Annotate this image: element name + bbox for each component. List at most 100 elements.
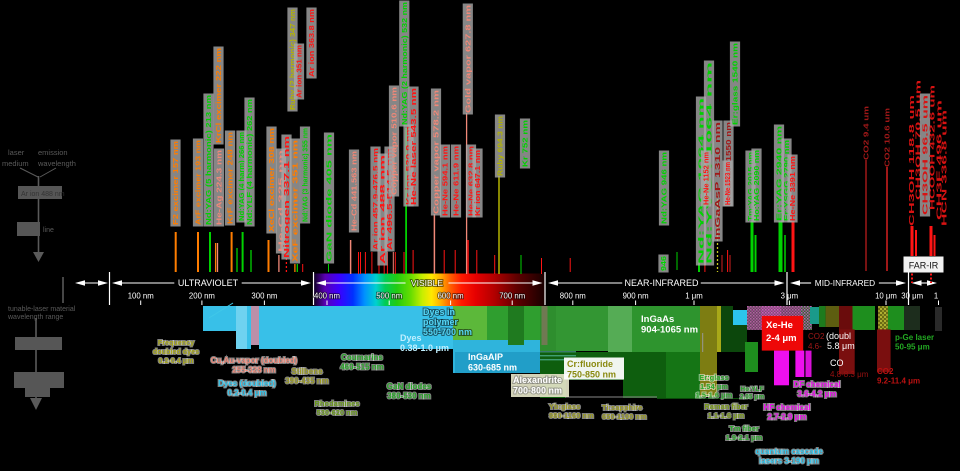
svg-text:He-Ne 611.9 nm: He-Ne 611.9 nm [452,146,461,216]
svg-text:Nd:YAG 946 nm: Nd:YAG 946 nm [660,152,669,224]
svg-text:3 μm: 3 μm [781,291,799,300]
svg-text:wavelength range: wavelength range [7,314,63,321]
svg-text:emission: emission [38,148,68,157]
svg-text:quantum cascade: quantum cascade [755,447,823,456]
svg-text:1: 1 [934,291,938,300]
svg-text:Alexandrite: Alexandrite [513,375,562,385]
svg-text:Frequency: Frequency [158,338,194,347]
svg-text:400 nm: 400 nm [314,291,340,300]
svg-text:390-435 nm: 390-435 nm [285,376,329,385]
svg-text:CO2 9.4 um: CO2 9.4 um [862,106,871,160]
svg-text:1 μm: 1 μm [685,291,703,300]
svg-text:Gold vapor 627.8 nm: Gold vapor 627.8 nm [463,5,472,113]
svg-text:CH3F 496 um: CH3F 496 um [935,99,944,220]
svg-text:2-4 μm: 2-4 μm [766,333,797,344]
svg-text:9.2-11.4 μm: 9.2-11.4 μm [877,377,920,386]
svg-text:Cr:fluoride: Cr:fluoride [567,359,613,369]
svg-text:Er:glass: Er:glass [699,373,729,382]
svg-text:Tm:YAG 2015 nm: Tm:YAG 2015 nm [746,152,755,221]
svg-text:CO: CO [830,358,844,368]
svg-text:Rhodamines: Rhodamines [314,399,359,408]
svg-text:He-Ne 1523 nm: He-Ne 1523 nm [723,162,732,205]
svg-text:CH3OH 70.5 um: CH3OH 70.5 um [914,80,923,200]
svg-text:Coumarins: Coumarins [341,353,383,362]
svg-text:700-800 nm: 700-800 nm [513,386,562,396]
svg-text:Ruby (2 harmonic) 347 nm: Ruby (2 harmonic) 347 nm [288,9,297,110]
svg-text:Ar ion 351 nm: Ar ion 351 nm [295,45,304,98]
svg-text:medium: medium [2,159,29,168]
svg-text:CO2 10.6 um: CO2 10.6 um [883,108,892,167]
svg-text:2.05 μm: 2.05 μm [740,394,764,401]
svg-text:0.38-1.0 μm: 0.38-1.0 μm [400,343,449,353]
svg-text:Nd:YAG (3 harmonic) 355 nm: Nd:YAG (3 harmonic) 355 nm [301,128,310,222]
svg-text:1.9-2.1 μm: 1.9-2.1 μm [726,433,763,442]
svg-text:FAR-IR: FAR-IR [909,261,939,271]
svg-text:DF chemical: DF chemical [793,380,840,389]
svg-text:200 nm: 200 nm [189,291,215,300]
svg-text:Nd:YAG (2 harmonic) 532 nm: Nd:YAG (2 harmonic) 532 nm [400,2,409,125]
svg-text:50-95 μm: 50-95 μm [895,343,930,352]
svg-text:Nd:YAG (5 harmonic) 213 nm: Nd:YAG (5 harmonic) 213 nm [204,95,213,225]
svg-text:Ar 496.5-514.5 nm: Ar 496.5-514.5 nm [385,148,394,250]
svg-text:He-Cd 325 nm: He-Cd 325 nm [277,150,286,252]
svg-text:1.1-1.6 μm: 1.1-1.6 μm [708,411,745,420]
svg-text:550-700 nm: 550-700 nm [423,327,472,337]
svg-text:Ar ion 488 nm: Ar ion 488 nm [21,191,65,198]
svg-text:255-328 nm: 255-328 nm [232,365,276,374]
svg-text:He-Ne 1152 nm: He-Ne 1152 nm [702,152,711,205]
svg-text:line: line [43,227,54,234]
svg-text:ArF excimer 193 nm: ArF excimer 193 nm [194,140,203,225]
svg-text:CH3OH 96.5 um: CH3OH 96.5 um [921,95,930,215]
svg-text:InGaAlP: InGaAlP [468,352,503,362]
svg-text:GaN diode 405 nm: GaN diode 405 nm [325,134,334,262]
svg-text:CO2: CO2 [877,367,894,376]
svg-text:ULTRAVIOLET: ULTRAVIOLET [178,278,239,288]
svg-text:Ar ion 457.9-476.5 nm: Ar ion 457.9-476.5 nm [371,148,380,250]
svg-text:NEAR-INFRARED: NEAR-INFRARED [624,278,699,288]
svg-text:300 nm: 300 nm [251,291,277,300]
svg-text:He-Ne 3391 nm: He-Ne 3391 nm [788,156,797,221]
svg-text:He-Ne 594.1 nm: He-Ne 594.1 nm [441,146,450,216]
svg-text:(doubl: (doubl [826,331,851,341]
svg-text:0.2-0.4 μm: 0.2-0.4 μm [158,356,193,365]
svg-text:500 nm: 500 nm [376,291,402,300]
svg-text:lasers 3-190 μm: lasers 3-190 μm [759,457,819,466]
svg-text:Er:YAG 2940 nm: Er:YAG 2940 nm [775,126,784,221]
svg-text:Er:YSGG 2790 nm: Er:YSGG 2790 nm [782,140,791,221]
svg-text:InGaAs: InGaAs [641,314,674,325]
svg-text:He-Ne 632.8 nm: He-Ne 632.8 nm [467,146,476,216]
svg-text:4.8-8.3 μm: 4.8-8.3 μm [830,370,869,379]
svg-text:Ho:YLF: Ho:YLF [740,386,763,393]
svg-text:XeF excimer 351 nm: XeF excimer 351 nm [291,140,300,262]
svg-text:wavelength: wavelength [37,159,76,168]
svg-text:Dyes (doubled): Dyes (doubled) [218,379,276,388]
svg-text:900 nm: 900 nm [623,291,649,300]
svg-text:0.2-0.4 μm: 0.2-0.4 μm [227,388,266,397]
svg-text:Copper vapor 510.6 nm: Copper vapor 510.6 nm [390,87,399,195]
svg-text:Er:glass 1540 nm: Er:glass 1540 nm [731,43,740,125]
svg-text:800 nm: 800 nm [560,291,586,300]
svg-text:460-515 nm: 460-515 nm [340,362,384,371]
svg-text:10 μm: 10 μm [875,291,897,300]
svg-text:laser: laser [8,148,25,157]
svg-text:Ti:sapphire: Ti:sapphire [602,403,642,412]
svg-text:MID-INFRARED: MID-INFRARED [815,278,875,288]
svg-text:He-Cd 441.563 nm: He-Cd 441.563 nm [350,151,359,231]
svg-text:3.6-4.2 μm: 3.6-4.2 μm [797,389,836,398]
svg-text:750-850 nm: 750-850 nm [567,370,616,380]
svg-text:Nd:YLF (4 harmonic) 262 nm: Nd:YLF (4 harmonic) 262 nm [245,99,254,225]
svg-text:30 μm: 30 μm [901,291,923,300]
svg-text:Yb:glass: Yb:glass [549,402,580,411]
svg-text:530-620 nm: 530-620 nm [317,408,358,417]
svg-text:InGaAsP 1310 nm: InGaAsP 1310 nm [713,122,722,240]
svg-text:Ar ion 488 nm: Ar ion 488 nm [378,154,387,264]
svg-text:CO2: CO2 [808,332,825,341]
svg-text:polymer: polymer [423,317,459,327]
svg-text:5.8 μm: 5.8 μm [827,341,855,351]
svg-text:980-1160 nm: 980-1160 nm [549,411,594,420]
svg-text:HCN 336.8 um: HCN 336.8 um [940,109,949,226]
svg-text:He-Ne laser 543.5 nm: He-Ne laser 543.5 nm [409,88,418,205]
svg-text:Ho:YAG 2090 nm: Ho:YAG 2090 nm [752,150,761,221]
svg-text:380-530 nm: 380-530 nm [387,391,431,400]
svg-text:630-685 nm: 630-685 nm [468,363,517,373]
